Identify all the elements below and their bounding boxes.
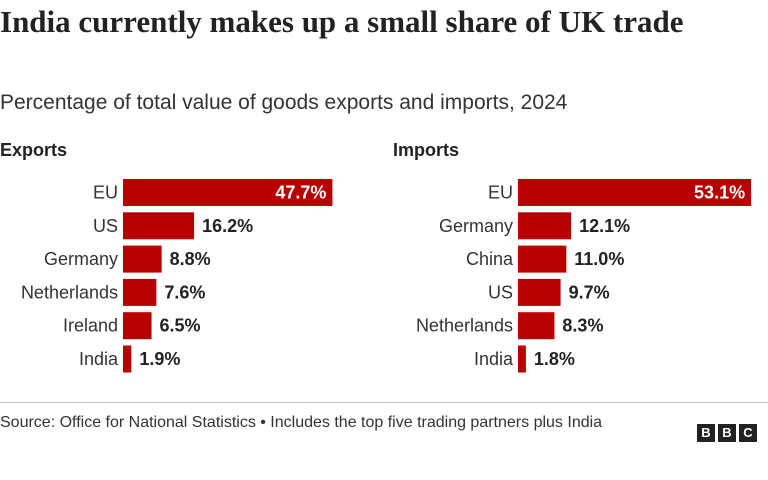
exports-category-label-netherlands: Netherlands <box>21 282 118 302</box>
imports-value-label-eu: 53.1% <box>694 183 745 203</box>
exports-value-label-us: 16.2% <box>202 216 253 236</box>
imports-value-label-us: 9.7% <box>569 282 610 302</box>
imports-panel-title: Imports <box>393 140 460 160</box>
imports-category-label-india: India <box>474 349 514 369</box>
imports-bar-india <box>518 345 526 373</box>
chart-subtitle: Percentage of total value of goods expor… <box>0 91 568 114</box>
bar-charts: EU 47.7% US 16.2% Germany 8.8% Netherlands 7.6%… <box>21 179 752 373</box>
footer-divider <box>0 402 768 403</box>
imports-bar-china <box>518 245 567 273</box>
exports-value-label-india: 1.9% <box>139 349 180 369</box>
exports-bar-germany <box>123 245 162 273</box>
exports-value-label-eu: 47.7% <box>275 183 326 203</box>
imports-bar-netherlands <box>518 312 555 340</box>
exports-value-label-germany: 8.8% <box>170 249 211 269</box>
exports-category-label-us: US <box>93 216 118 236</box>
imports-value-label-india: 1.8% <box>534 349 575 369</box>
source-note: Source: Office for National Statistics •… <box>0 414 603 431</box>
imports-value-label-germany: 12.1% <box>579 216 630 236</box>
exports-value-label-ireland: 6.5% <box>160 316 201 336</box>
exports-bar-eu <box>123 179 333 206</box>
imports-bar-eu <box>518 179 752 206</box>
imports-bar-us <box>518 278 561 306</box>
exports-value-label-netherlands: 7.6% <box>164 282 205 302</box>
imports-bar-germany <box>518 212 572 240</box>
exports-panel-title: Exports <box>0 140 68 160</box>
exports-bar-netherlands <box>123 278 157 306</box>
logo-letter-b1: B <box>697 424 715 442</box>
imports-category-label-germany: Germany <box>439 216 513 236</box>
exports-bar-ireland <box>123 312 152 340</box>
exports-category-label-eu: EU <box>93 183 118 203</box>
exports-category-label-ireland: Ireland <box>63 316 118 336</box>
bbc-logo: B B C <box>697 424 757 442</box>
imports-category-label-china: China <box>466 249 514 269</box>
exports-bar-us <box>123 212 195 240</box>
logo-letter-b2: B <box>718 424 736 442</box>
chart-title: India currently makes up a small share o… <box>0 4 684 39</box>
imports-category-label-eu: EU <box>488 183 513 203</box>
imports-value-label-netherlands: 8.3% <box>562 316 603 336</box>
imports-category-label-netherlands: Netherlands <box>416 316 513 336</box>
logo-letter-c: C <box>739 424 757 442</box>
exports-category-label-india: India <box>79 349 119 369</box>
exports-bar-india <box>123 345 132 373</box>
imports-value-label-china: 11.0% <box>574 249 624 269</box>
exports-category-label-germany: Germany <box>44 249 118 269</box>
imports-category-label-us: US <box>488 282 513 302</box>
